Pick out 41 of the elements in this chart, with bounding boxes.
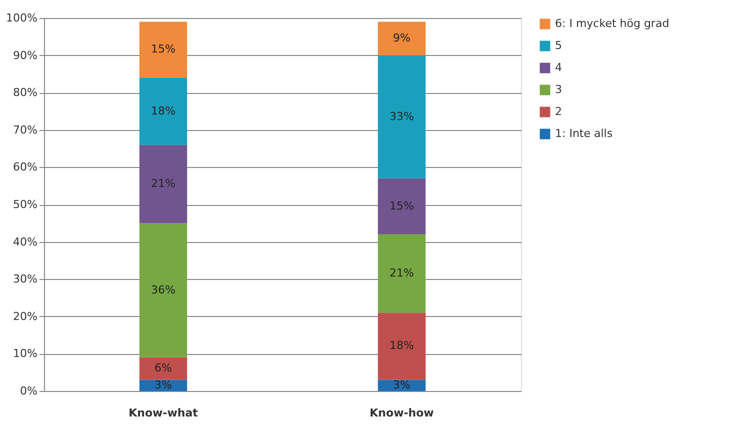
bar xyxy=(139,357,188,380)
bar xyxy=(378,234,426,313)
y-tick-label: 10% xyxy=(13,347,38,360)
y-tick-label: 100% xyxy=(6,12,38,24)
data-label: 33% xyxy=(390,110,414,123)
data-label: 21% xyxy=(151,176,176,190)
legend-label: 6: I mycket hög grad xyxy=(555,17,670,30)
y-tick-label: 30% xyxy=(13,272,38,286)
y-tick-label: 90% xyxy=(13,48,38,62)
bar xyxy=(378,312,426,380)
bar xyxy=(139,22,188,78)
bar xyxy=(139,144,188,224)
data-label: 18% xyxy=(390,339,414,352)
data-label: 21% xyxy=(390,266,414,280)
y-tick-label: 50% xyxy=(13,198,38,211)
x-tick-label: Know-what xyxy=(128,406,198,420)
bar xyxy=(378,55,426,178)
data-label: 3% xyxy=(154,378,172,392)
y-tick-label: 20% xyxy=(13,310,38,323)
bar xyxy=(139,78,188,145)
y-tick-label: 0% xyxy=(20,384,38,398)
x-tick-label: Know-how xyxy=(370,406,434,420)
y-tick-label: 80% xyxy=(13,86,38,100)
bar xyxy=(378,178,426,234)
data-label: 15% xyxy=(390,199,414,212)
y-tick-label: 70% xyxy=(13,123,38,136)
data-label: 36% xyxy=(151,283,176,296)
data-label: 15% xyxy=(151,42,176,56)
bar xyxy=(139,223,188,358)
legend-label: 4 xyxy=(555,61,562,74)
bar xyxy=(378,22,426,56)
legend-label: 1: Inte alls xyxy=(555,127,613,140)
legend-label: 2 xyxy=(555,105,562,118)
data-label: 3% xyxy=(393,378,410,392)
data-label: 18% xyxy=(151,104,176,118)
y-tick-label: 60% xyxy=(13,160,38,174)
y-tick-label: 40% xyxy=(13,235,38,248)
data-label: 6% xyxy=(154,362,172,375)
legend-label: 5 xyxy=(555,39,562,52)
data-label: 9% xyxy=(393,32,410,45)
legend-label: 3 xyxy=(555,83,562,96)
